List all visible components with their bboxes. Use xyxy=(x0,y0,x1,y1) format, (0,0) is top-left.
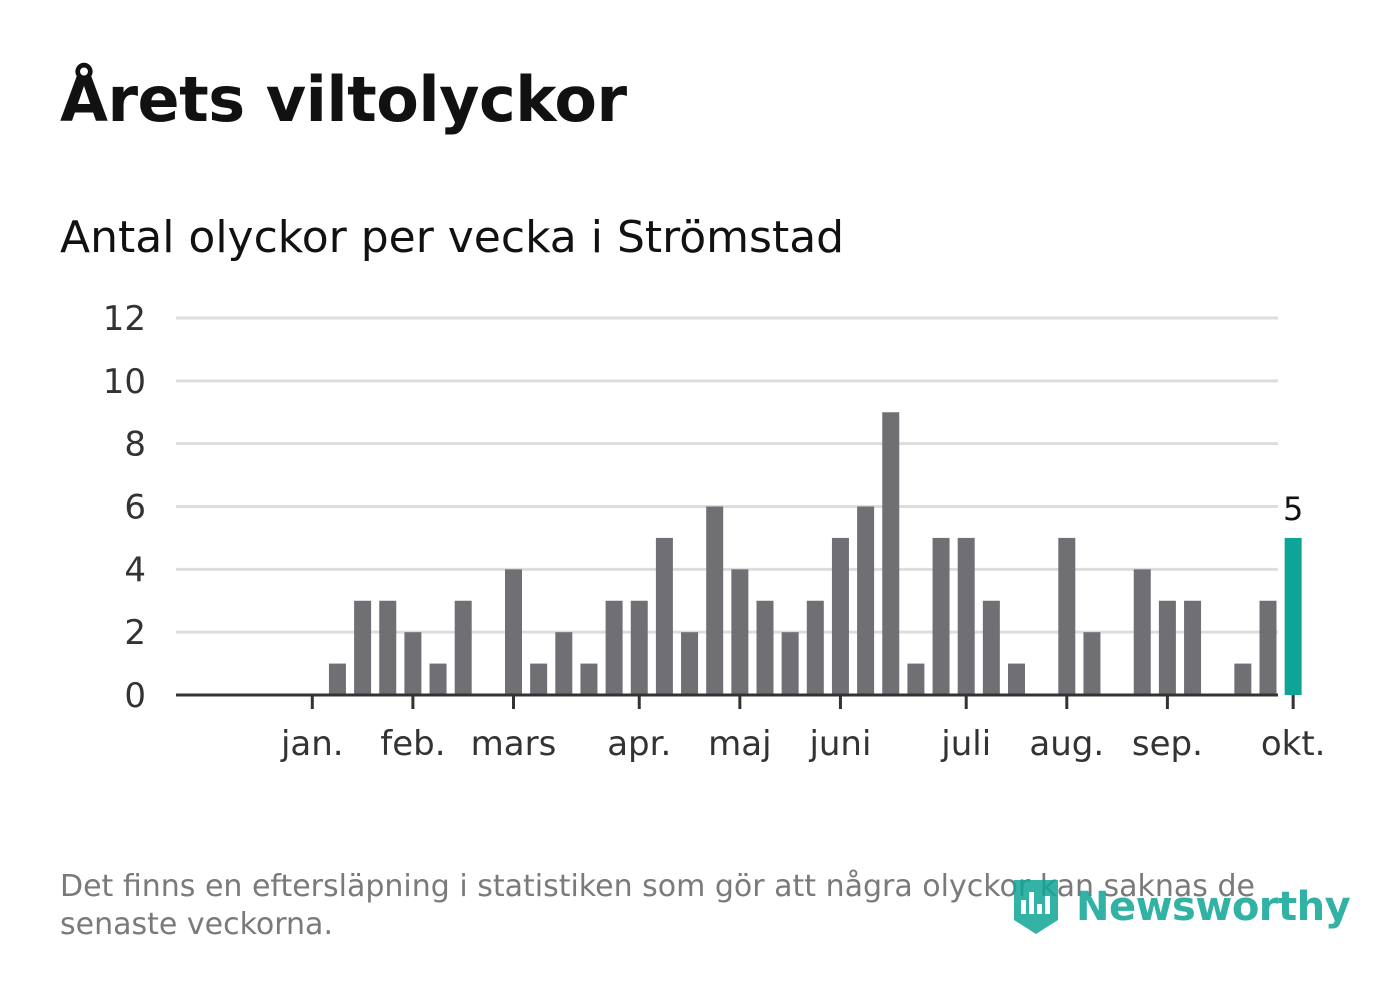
data-labels: 5 xyxy=(1283,490,1303,528)
bar xyxy=(1133,569,1151,695)
bar xyxy=(1008,663,1025,695)
bar xyxy=(907,663,925,695)
bar xyxy=(1158,600,1176,695)
bar xyxy=(505,569,522,695)
bar xyxy=(1234,663,1252,695)
grid-lines xyxy=(176,316,1278,634)
bar xyxy=(530,663,548,695)
bar xyxy=(379,600,397,695)
bar xyxy=(756,600,774,695)
chart-subtitle: Antal olyckor per vecka i Strömstad xyxy=(60,212,845,263)
bar xyxy=(555,632,573,695)
x-tick-label: mars xyxy=(471,724,557,764)
bar xyxy=(1184,600,1202,695)
bar xyxy=(454,600,472,695)
x-tick-label: juni xyxy=(808,724,871,764)
bar xyxy=(806,600,824,695)
bar xyxy=(932,537,950,695)
bar xyxy=(681,632,699,695)
y-tick-label: 10 xyxy=(103,362,146,402)
bars xyxy=(328,412,1302,695)
x-axis-ticks: jan. feb. mars apr. maj juni juli aug. sep. okt. xyxy=(280,695,1325,764)
y-tick-label: 8 xyxy=(124,425,146,465)
bar xyxy=(731,569,749,695)
x-tick-label: okt. xyxy=(1261,724,1326,764)
x-tick-label: sep. xyxy=(1132,724,1203,764)
bar xyxy=(982,600,1000,695)
bar xyxy=(404,632,422,695)
y-axis-ticks: 0 2 4 6 8 10 12 xyxy=(103,299,146,716)
y-tick-label: 2 xyxy=(124,613,146,653)
x-tick-label: juli xyxy=(940,724,991,764)
bar xyxy=(354,600,372,695)
bar xyxy=(630,600,648,695)
chart-title: Årets viltolyckor xyxy=(60,63,627,136)
y-tick-label: 4 xyxy=(124,550,146,590)
x-tick-label: feb. xyxy=(380,724,445,764)
bar xyxy=(1259,600,1277,695)
x-tick-label: aug. xyxy=(1029,724,1104,764)
y-tick-label: 12 xyxy=(103,299,146,339)
bar xyxy=(655,537,673,695)
y-tick-label: 0 xyxy=(124,676,146,716)
bar xyxy=(580,663,598,695)
newsworthy-logo: Newsworthy xyxy=(1010,876,1351,938)
bar xyxy=(605,600,623,695)
bar xyxy=(882,412,900,695)
x-tick-label: maj xyxy=(708,724,771,764)
highlight-value-label: 5 xyxy=(1283,490,1303,528)
x-tick-label: apr. xyxy=(607,724,671,764)
logo-text: Newsworthy xyxy=(1076,884,1351,930)
y-tick-label: 6 xyxy=(124,488,146,528)
bar xyxy=(429,663,447,695)
bar xyxy=(1083,632,1101,695)
newsworthy-logo-icon xyxy=(1014,880,1058,934)
bar xyxy=(857,506,875,695)
x-tick-label: jan. xyxy=(280,724,344,764)
bar xyxy=(957,537,975,695)
bar xyxy=(1058,537,1076,695)
bar xyxy=(706,506,724,695)
bar xyxy=(328,663,346,695)
bar xyxy=(831,537,849,695)
bar xyxy=(781,632,799,695)
bar-highlight xyxy=(1284,537,1302,695)
